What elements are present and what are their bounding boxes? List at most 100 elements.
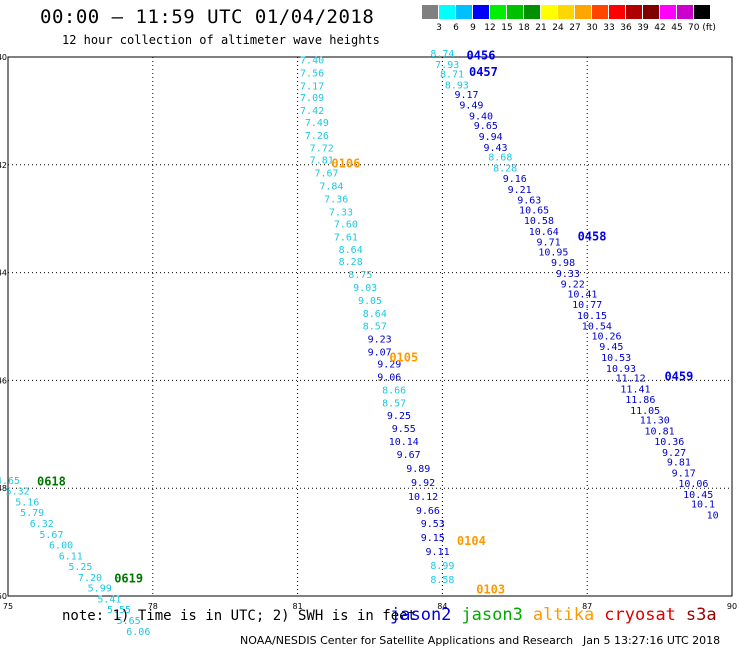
pass-time-label: 0458 <box>578 229 607 243</box>
wave-height-value: 10.12 <box>408 492 438 503</box>
wave-height-value: 6.00 <box>49 541 73 552</box>
y-tick-label: 46 <box>0 376 7 385</box>
wave-height-value: 10.14 <box>389 437 419 448</box>
wave-height-value: 8.99 <box>430 561 454 572</box>
wave-height-value: 9.94 <box>479 132 503 143</box>
x-tick-label: 90 <box>727 602 737 611</box>
wave-height-value: 10.81 <box>645 426 675 437</box>
colorbar-label: 33 <box>603 23 615 33</box>
colorbar-label: 6 <box>453 23 459 33</box>
legend-item-jason2: jason2 <box>390 605 452 625</box>
wave-height-value: 9.53 <box>421 519 445 530</box>
colorbar-swatch <box>541 5 557 19</box>
wave-height-value: 9.23 <box>368 335 392 346</box>
wave-height-value: 9.15 <box>421 533 445 544</box>
colorbar-label: 21 <box>535 23 547 33</box>
x-tick-label: 78 <box>148 602 158 611</box>
pass-time-label: 0103 <box>476 582 505 596</box>
wave-height-value: 9.17 <box>454 90 478 101</box>
wave-height-value: 11.41 <box>620 384 650 395</box>
wave-height-value: 5.65 <box>117 616 141 627</box>
wave-height-value: 5.55 <box>107 605 131 616</box>
wave-height-value: 9.07 <box>368 348 392 359</box>
wave-height-value: 9.40 <box>469 112 493 123</box>
wave-height-value: 6.11 <box>59 551 83 562</box>
wave-height-value: 9.27 <box>662 448 686 459</box>
wave-height-value: 10.53 <box>601 353 631 364</box>
wave-height-value: 10.54 <box>582 322 612 333</box>
colorbar-swatch <box>643 5 659 19</box>
map-subtitle: 12 hour collection of altimeter wave hei… <box>62 33 380 47</box>
colorbar-swatch <box>626 5 642 19</box>
colorbar-swatch <box>660 5 676 19</box>
wave-height-value: 10.58 <box>524 216 554 227</box>
colorbar-label: 30 <box>586 23 598 33</box>
wave-height-value: 8.71 <box>440 69 464 80</box>
colorbar-swatch <box>456 5 472 19</box>
wave-height-value: 9.17 <box>672 468 696 479</box>
wave-height-value: 9.66 <box>416 506 440 517</box>
wave-height-value: 10.95 <box>538 247 568 258</box>
wave-height-value: 9.11 <box>426 547 450 558</box>
legend-item-jason3: jason3 <box>461 605 523 625</box>
wave-height-value: 5.99 <box>88 584 112 595</box>
wave-height-value: 7.42 <box>300 106 324 117</box>
legend-item-altika: altika <box>532 605 595 625</box>
satellite-legend: jason2 jason3 altika cryosat s3a <box>390 605 727 625</box>
wave-height-value: 7.61 <box>334 232 358 243</box>
wave-height-value: 8.74 <box>430 49 454 60</box>
wave-height-value: 5.67 <box>39 530 63 541</box>
wave-height-value: 9.67 <box>397 450 421 461</box>
wave-height-value: 9.21 <box>508 185 532 196</box>
wave-height-value: 8.58 <box>430 575 454 586</box>
wave-height-value: 8.68 <box>488 152 512 163</box>
y-tick-label: 48 <box>0 484 7 493</box>
colorbar-swatch <box>592 5 608 19</box>
y-tick-label: 44 <box>0 269 7 278</box>
x-tick-label: 81 <box>293 602 303 611</box>
wave-height-value: 5.25 <box>68 562 92 573</box>
wave-height-value: 8.28 <box>493 163 517 174</box>
colorbar-swatch <box>473 5 489 19</box>
wave-height-value: 10.36 <box>654 437 684 448</box>
colorbar-label: 39 <box>637 23 649 33</box>
colorbar-swatch <box>490 5 506 19</box>
wave-height-value: 10.45 <box>683 490 713 501</box>
wave-height-value: 7.56 <box>300 68 324 79</box>
y-tick-label: 42 <box>0 161 7 170</box>
wave-height-value: 8.57 <box>382 398 406 409</box>
wave-height-value: 9.05 <box>358 296 382 307</box>
wave-height-value: 8.64 <box>363 309 387 320</box>
wave-height-value: 9.33 <box>556 269 580 280</box>
wave-height-value: 5.32 <box>6 487 30 498</box>
credit-timestamp: Jan 5 13:27:16 UTC 2018 <box>583 634 721 647</box>
wave-height-value: 8.64 <box>339 245 363 256</box>
wave-height-value: 10.93 <box>606 364 636 375</box>
wave-height-value: 7.67 <box>315 169 339 180</box>
colorbar-swatch <box>677 5 693 19</box>
wave-height-value: 9.25 <box>387 411 411 422</box>
wave-height-value: 7.20 <box>78 573 102 584</box>
wave-height-value: 7.36 <box>324 195 348 206</box>
pass-time-label: 0457 <box>469 65 498 79</box>
wave-height-value: 9.63 <box>517 196 541 207</box>
wave-height-value: 8.28 <box>339 257 363 268</box>
map-title: 00:00 – 11:59 UTC 01/04/2018 <box>40 6 375 28</box>
colorbar-label: 36 <box>620 23 632 33</box>
wave-height-value: 5.41 <box>97 594 121 605</box>
pass-time-label: 0106 <box>331 156 360 170</box>
wave-height-value: 10.26 <box>591 331 621 342</box>
wave-height-value: 9.55 <box>392 424 416 435</box>
colorbar-label: 9 <box>470 23 476 33</box>
colorbar-swatch <box>524 5 540 19</box>
pass-time-label: 0456 <box>467 49 496 63</box>
wave-height-value: 10.65 <box>519 205 549 216</box>
wave-height-value: 7.93 <box>435 60 459 71</box>
wave-height-value: 9.81 <box>667 458 691 469</box>
colorbar-swatch <box>694 5 710 19</box>
x-tick-label: 87 <box>582 602 592 611</box>
wave-height-value: 9.45 <box>599 342 623 353</box>
legend-item-s3a: s3a <box>685 605 717 625</box>
wave-height-value: 7.84 <box>319 182 343 193</box>
